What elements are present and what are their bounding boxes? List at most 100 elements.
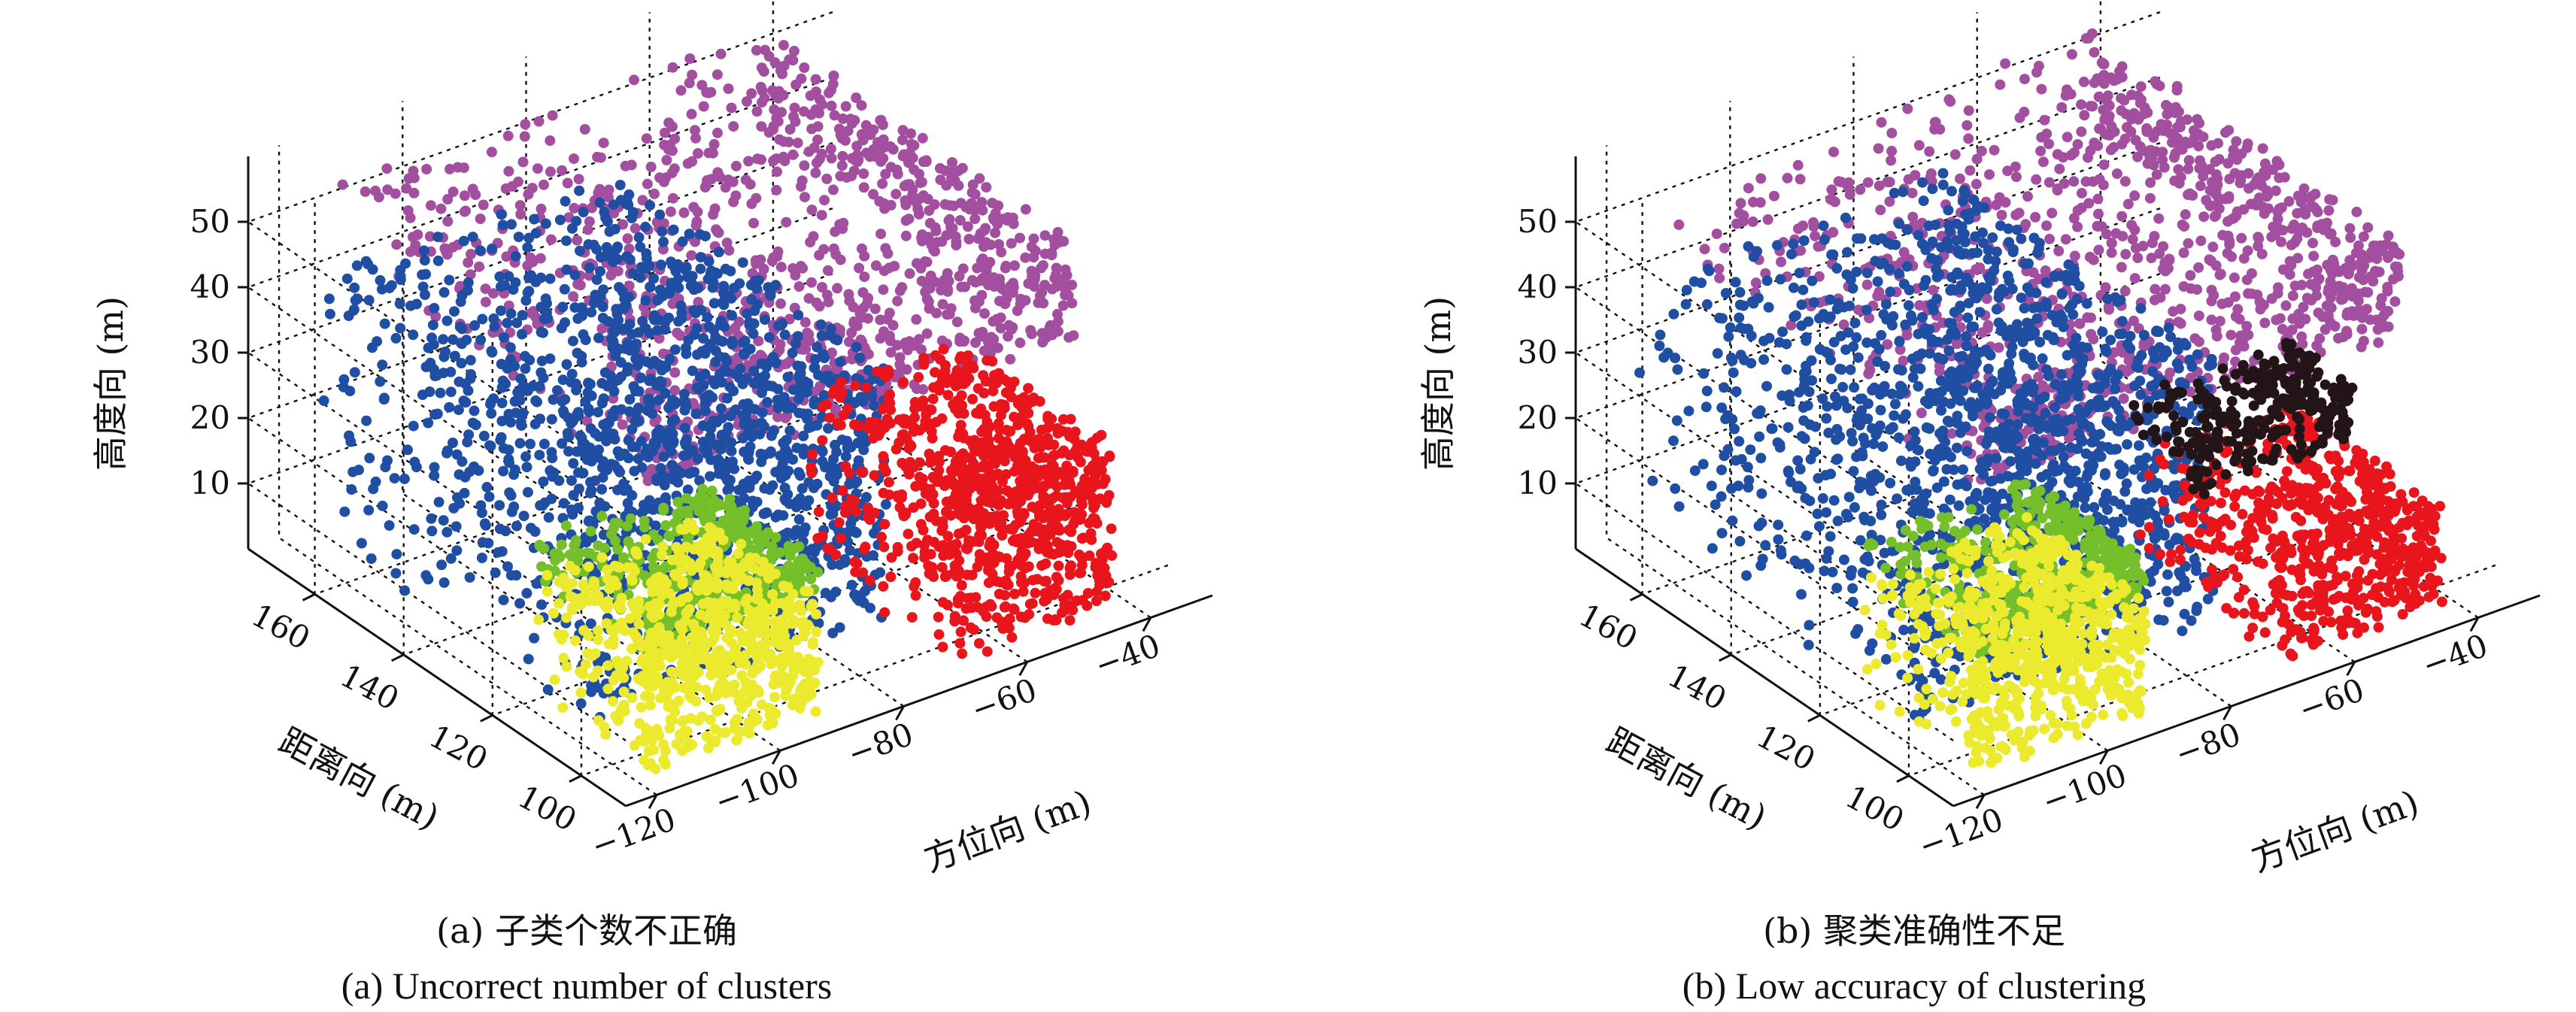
data-point	[645, 699, 656, 711]
data-point	[917, 235, 928, 247]
data-point	[408, 420, 419, 432]
data-point	[699, 437, 711, 447]
data-point	[686, 108, 697, 120]
data-point	[723, 422, 734, 433]
data-point	[712, 127, 723, 138]
data-point	[789, 102, 800, 114]
data-point	[788, 614, 800, 626]
data-point	[910, 577, 921, 588]
data-point	[654, 609, 665, 620]
data-point	[402, 444, 413, 456]
data-point	[488, 313, 499, 324]
data-point	[849, 556, 860, 568]
data-point	[542, 570, 553, 580]
data-point	[921, 256, 933, 268]
data-point	[903, 462, 914, 474]
data-point	[991, 612, 1003, 623]
z-tick-label: 10	[190, 465, 230, 501]
data-point	[976, 289, 988, 301]
data-point	[538, 476, 549, 487]
data-point	[536, 203, 547, 214]
data-point	[617, 419, 628, 430]
data-point	[671, 738, 682, 750]
data-point	[678, 389, 690, 400]
data-point	[467, 232, 478, 243]
data-point	[510, 277, 521, 288]
data-point	[617, 219, 628, 230]
data-point	[1015, 298, 1026, 310]
data-point	[696, 80, 708, 91]
data-point	[510, 250, 521, 262]
data-point	[722, 485, 733, 496]
data-point	[937, 298, 948, 310]
data-point	[729, 679, 740, 690]
data-point	[819, 353, 830, 364]
data-point	[774, 344, 785, 356]
data-point	[566, 475, 577, 486]
data-point	[545, 465, 556, 476]
data-point	[969, 214, 981, 225]
data-point	[509, 360, 520, 371]
data-point	[519, 131, 530, 142]
data-point	[800, 500, 812, 511]
data-point	[752, 584, 763, 595]
data-point	[569, 269, 581, 280]
data-point	[1989, 144, 2000, 156]
data-point	[546, 493, 557, 504]
data-point	[764, 484, 775, 495]
data-point	[732, 529, 743, 541]
data-point	[596, 552, 608, 563]
data-point	[560, 394, 571, 405]
data-point	[894, 501, 906, 513]
data-point	[637, 316, 648, 327]
data-point	[694, 475, 705, 486]
data-point	[930, 417, 942, 428]
data-point	[1054, 274, 1065, 285]
data-point	[2076, 187, 2087, 198]
data-point	[687, 467, 698, 478]
data-point	[753, 274, 764, 286]
data-point	[494, 500, 505, 511]
data-point	[690, 408, 702, 420]
data-point	[465, 355, 476, 366]
data-point	[1009, 376, 1020, 387]
data-point	[435, 387, 446, 398]
data-point	[389, 473, 400, 484]
data-point	[1042, 613, 1053, 624]
data-point	[444, 274, 455, 286]
data-point	[799, 62, 810, 73]
data-point	[1007, 322, 1018, 333]
data-point	[382, 184, 393, 195]
data-point	[767, 85, 778, 96]
data-point	[666, 554, 678, 565]
data-point	[637, 653, 648, 665]
data-point	[536, 367, 547, 378]
data-point	[740, 174, 751, 186]
data-point	[660, 745, 671, 756]
data-point	[767, 355, 778, 366]
data-point	[944, 308, 955, 320]
data-point	[778, 89, 789, 101]
data-point	[832, 283, 843, 294]
data-point	[573, 174, 584, 185]
data-point	[794, 578, 806, 589]
data-point	[767, 124, 778, 135]
data-point	[618, 686, 630, 698]
data-point	[1030, 587, 1041, 598]
data-point	[817, 401, 828, 413]
data-point	[656, 586, 667, 597]
data-point	[815, 94, 826, 105]
data-point	[918, 353, 930, 363]
data-point	[558, 653, 569, 664]
data-point	[666, 277, 677, 289]
data-point	[508, 501, 520, 512]
data-point	[669, 385, 681, 396]
x-tick	[895, 705, 905, 721]
data-point	[904, 179, 915, 190]
data-point	[460, 397, 472, 408]
data-point	[658, 504, 669, 516]
data-point	[712, 685, 724, 696]
data-point	[977, 205, 988, 216]
data-point	[545, 234, 557, 245]
data-point	[704, 522, 715, 533]
